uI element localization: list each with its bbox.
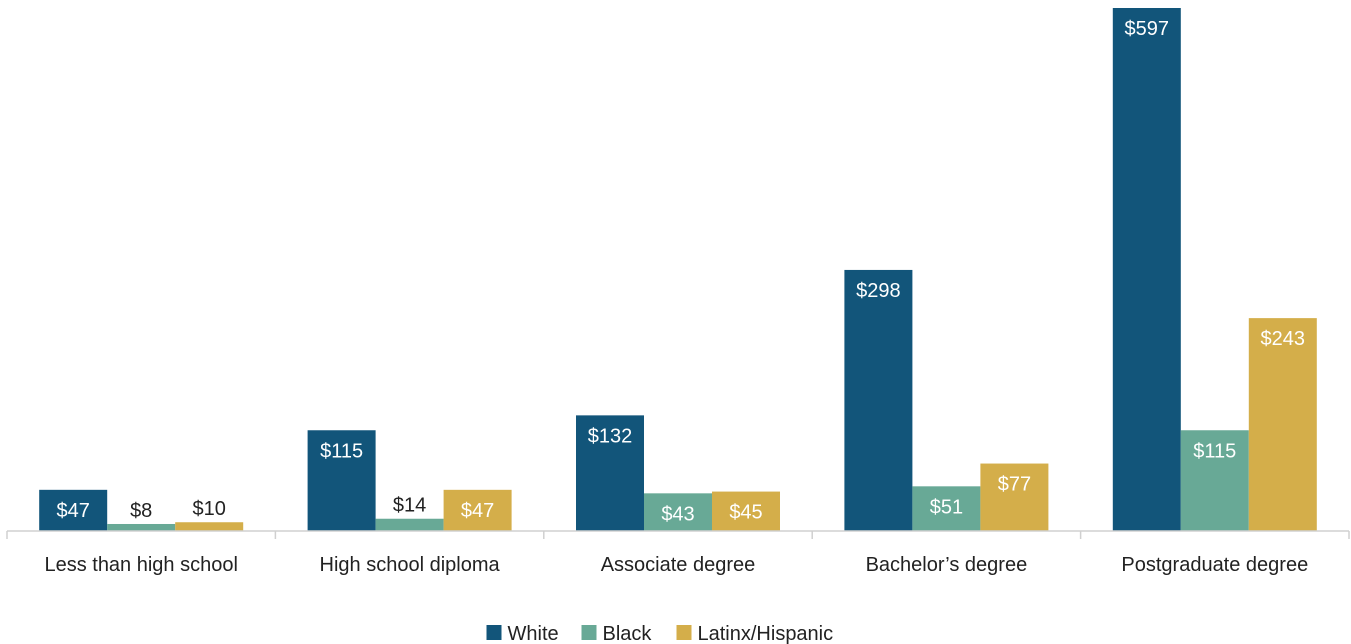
bar-white-postgraduate-degree [1112, 8, 1181, 531]
value-label: $8 [130, 500, 152, 522]
legend-label: Black [603, 623, 653, 644]
value-label: $47 [57, 500, 90, 522]
x-axis-category-labels: Less than high school High school diploma… [44, 554, 1308, 576]
bars-group [39, 8, 1317, 531]
legend-swatch [581, 625, 597, 640]
bar-black-postgraduate-degree [1180, 430, 1249, 531]
bar-black-associate-degree [644, 493, 712, 531]
legend-item-white: White [486, 623, 559, 644]
x-axis-category-label: High school diploma [320, 554, 501, 576]
value-label: $45 [729, 502, 762, 524]
x-axis-ticks [6, 531, 1350, 539]
bar-latinx-hispanic-postgraduate-degree [1248, 318, 1317, 531]
value-label: $14 [393, 495, 426, 517]
bar-white-less-than-high-school [39, 489, 108, 531]
legend-item-latinx-hispanic: Latinx/Hispanic [676, 623, 834, 644]
value-label: $10 [193, 498, 226, 520]
bar-white-associate-degree [576, 415, 644, 531]
value-label: $132 [588, 425, 633, 447]
legend-item-black: Black [581, 623, 653, 644]
value-label: $77 [998, 474, 1031, 496]
bar-latinx-hispanic-bachelor-s-degree [980, 463, 1049, 531]
value-label: $115 [320, 440, 363, 462]
value-label: $43 [661, 503, 694, 525]
x-axis-category-label: Less than high school [44, 554, 237, 576]
bar-latinx-hispanic-less-than-high-school [175, 522, 244, 531]
value-label: $51 [930, 496, 963, 518]
bar-latinx-hispanic-high-school-diploma [443, 489, 512, 531]
bar-black-high-school-diploma [375, 518, 444, 531]
x-axis-category-label: Postgraduate degree [1121, 554, 1308, 576]
value-label: $47 [461, 500, 494, 522]
value-label: $115 [1193, 440, 1236, 462]
x-axis-category-label: Associate degree [601, 554, 756, 576]
legend-label: White [508, 623, 559, 644]
value-label: $597 [1125, 18, 1170, 40]
legend-label: Latinx/Hispanic [698, 623, 834, 644]
value-labels-group: $47 $8 $10 $115 $14 $47 $132 $43 $45 $298 $51 $77 $5… [57, 18, 1306, 525]
value-label: $243 [1261, 328, 1306, 350]
bar-black-bachelor-s-degree [912, 486, 981, 531]
bar-latinx-hispanic-associate-degree [712, 491, 780, 531]
x-axis-category-label: Bachelor’s degree [866, 554, 1028, 576]
legend-swatch [486, 625, 502, 640]
legend-swatch [676, 625, 692, 640]
bar-white-bachelor-s-degree [844, 269, 913, 531]
bar-black-less-than-high-school [107, 523, 176, 531]
legend: White Black Latinx/Hispanic [486, 623, 834, 644]
value-label: $298 [856, 280, 901, 302]
bar-white-high-school-diploma [307, 430, 376, 531]
